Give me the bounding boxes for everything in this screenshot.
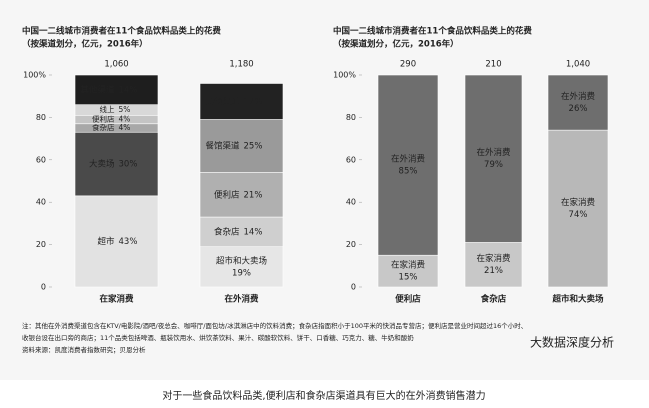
segment-value-label: 4% (119, 123, 131, 132)
total-label: 290 (400, 60, 416, 70)
segment-value-label: 14% (119, 85, 138, 95)
segment-name: 餐馆渠道 (205, 141, 240, 152)
segment-name: 线上 (100, 104, 115, 114)
y-tick-label: 100% (23, 71, 46, 80)
segment-value-label: 14% (244, 227, 263, 237)
x-tick-label: 在家消费 (99, 294, 134, 305)
chart-subtitle: （按渠道划分，亿元，2016年） (22, 39, 148, 50)
chart-title: 中国一二线城市消费者在11个食品饮料品类上的花费 (333, 26, 532, 37)
x-tick-label: 在外消费 (224, 294, 259, 305)
x-tick-label: 便利店 (395, 294, 421, 305)
x-tick-label: 食杂店 (481, 294, 507, 305)
bar-segment (199, 246, 284, 288)
segment-name: 在外消费 (476, 147, 511, 158)
chart-title: 中国一二线城市消费者在11个食品饮料品类上的花费 (22, 26, 221, 37)
note: 资料来源：凯度消费者指数研究；贝恩分析 (22, 345, 146, 354)
segment-value-label: 26% (569, 104, 588, 114)
chart-subtitle: （按渠道划分，亿元，2016年） (333, 39, 459, 50)
note: 注：其他在外消费渠道包含在KTV/电影院/酒吧/夜总会、咖啡厅/面包坊/冰淇淋店… (22, 321, 527, 330)
segment-value-label: 74% (569, 210, 588, 220)
x-tick-label: 超市和大卖场 (551, 294, 604, 305)
bar-segment (199, 83, 284, 120)
segment-value-label: 79% (484, 160, 503, 170)
segment-name: 超市 (97, 236, 115, 247)
y-tick-label: 0 (41, 283, 46, 292)
y-tick-label: 60 (36, 155, 46, 164)
segment-value-label: 19% (232, 268, 251, 278)
total-label: 210 (485, 60, 501, 70)
segment-value-label: 15% (399, 273, 418, 283)
segment-name: 在家消费 (476, 253, 511, 264)
segment-value-label: 21% (484, 266, 503, 276)
bar-segment (74, 131, 159, 197)
segment-name: 大卖场 (89, 159, 115, 170)
y-tick-label: 80 (36, 113, 46, 122)
bar-segment (74, 114, 159, 125)
bar-segment (547, 129, 609, 288)
bar-segment (377, 254, 439, 288)
y-tick-label: 60 (346, 155, 356, 164)
segment-name: 超市和大卖场 (216, 255, 267, 266)
segment-name: 便利店 (214, 189, 240, 200)
bar-segment (464, 74, 523, 243)
y-tick-label: 20 (36, 240, 46, 249)
bar-segment (74, 195, 159, 288)
bar-segment (199, 216, 284, 248)
segment-name: 在外消费 (391, 154, 426, 165)
segment-name: 其他渠道 (80, 84, 115, 95)
y-tick-label: 40 (346, 198, 356, 207)
y-tick-label: 80 (346, 113, 356, 122)
segment-value-label: 43% (119, 237, 138, 247)
segment-name: 食杂店 (214, 226, 240, 237)
segment-value-label: 30% (119, 160, 138, 170)
segment-value-label: 4% (119, 115, 131, 124)
y-tick-label: 20 (346, 240, 356, 249)
bar-segment (199, 119, 284, 173)
watermark: 大数据深度分析 (530, 335, 614, 350)
bar-segment (547, 74, 609, 131)
y-tick-label: 0 (351, 283, 356, 292)
total-label: 1,060 (104, 60, 128, 70)
segment-value-label: 21% (244, 190, 263, 200)
bar-segment (74, 123, 159, 133)
caption: 对于一些食品饮料品类,便利店和食杂店渠道具有巨大的在外消费销售潜力 (162, 389, 485, 402)
note: 收银台设在出口旁的商店；11个品类包括啤酒、瓶装饮用水、烘饮茶饮料、果汁、碳酸软… (22, 333, 414, 342)
segment-value-label: 85% (399, 167, 418, 177)
segment-value-label: 17% (244, 97, 263, 107)
total-label: 1,040 (566, 60, 590, 70)
segment-name: 食杂店 (92, 122, 115, 132)
y-tick-label: 40 (36, 198, 46, 207)
segment-value-label: 5% (119, 105, 131, 114)
bar-segment (464, 242, 523, 288)
total-label: 1,180 (229, 60, 253, 70)
bar-segment (74, 104, 159, 116)
segment-name: 便利店 (92, 114, 115, 124)
segment-name: 在外消费 (561, 91, 596, 102)
y-tick-label: 100% (333, 71, 356, 80)
bar-segment (199, 172, 284, 218)
segment-name: 在家消费 (391, 260, 426, 271)
bar-segment (74, 74, 159, 105)
bar-segment (377, 74, 439, 256)
segment-name: 在家消费 (561, 197, 596, 208)
segment-name: 其他渠道 (205, 96, 240, 107)
segment-value-label: 25% (244, 142, 263, 152)
